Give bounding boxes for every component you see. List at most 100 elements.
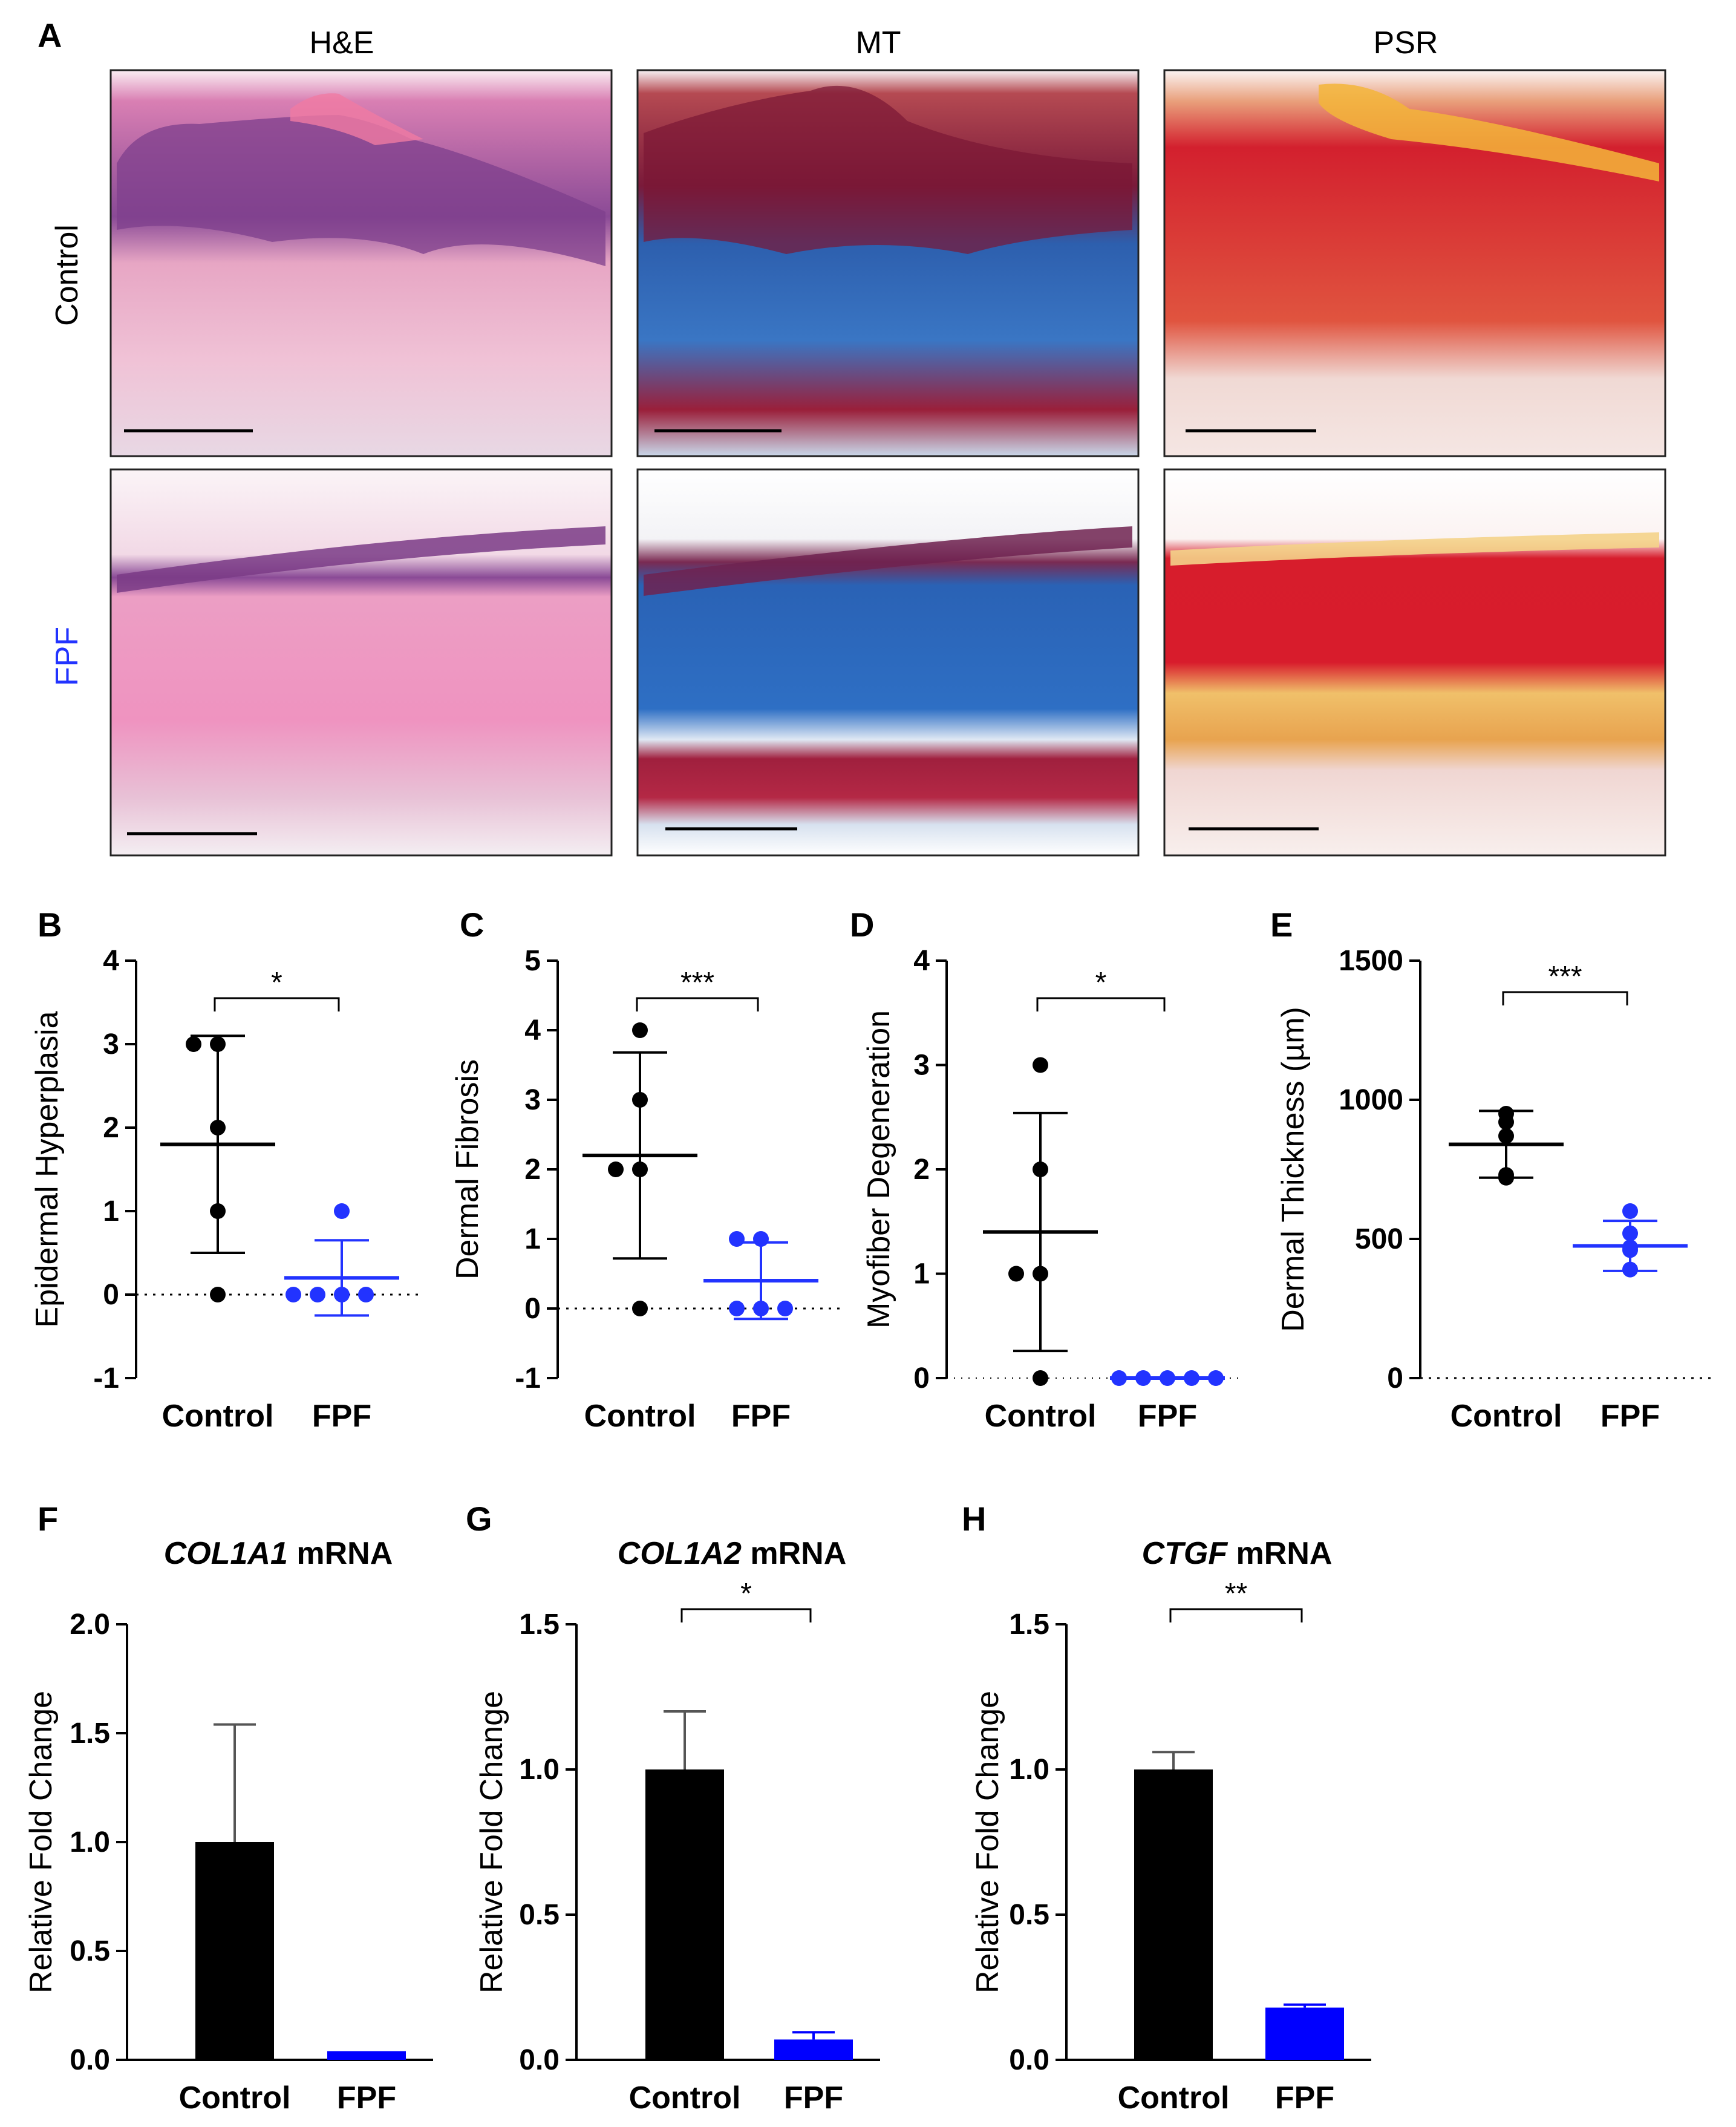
data-point <box>608 1162 624 1177</box>
x-category-label: Control <box>162 1399 274 1434</box>
significance-label: *** <box>1548 961 1582 993</box>
bar <box>645 1769 724 2060</box>
significance-bracket <box>680 1608 812 1622</box>
y-axis-label: Relative Fold Change <box>970 1691 1005 1993</box>
x-category-label: Control <box>1118 2080 1230 2116</box>
y-axis-label: Dermal Fibrosis <box>450 1059 485 1279</box>
micrograph-control-mt <box>636 69 1140 457</box>
y-tick-label: 1 <box>103 1195 119 1227</box>
column-title-he: H&E <box>310 25 374 60</box>
micrograph-control-he <box>109 69 613 457</box>
y-tick-label: 2 <box>524 1154 541 1186</box>
data-point <box>1184 1370 1199 1386</box>
y-tick-label: 0 <box>524 1293 541 1325</box>
y-tick-label: 4 <box>103 945 119 977</box>
chart-panel-c: C -1 0 1 2 3 4 5 Dermal Fibrosis Control FPF *** <box>450 906 843 1434</box>
data-point <box>286 1287 301 1302</box>
y-axis-label: Myofiber Degeneration <box>861 1010 896 1328</box>
y-tick-label: 0.5 <box>1009 1899 1049 1931</box>
column-title-psr: PSR <box>1374 25 1438 60</box>
significance-bracket <box>214 997 340 1011</box>
y-tick-label: 2 <box>103 1112 119 1144</box>
y-tick-label: 2.0 <box>70 1609 110 1641</box>
significance-label: * <box>740 1578 752 1610</box>
data-point <box>753 1231 769 1247</box>
y-tick-label: 0.5 <box>519 1899 560 1931</box>
data-point <box>310 1287 325 1302</box>
data-point <box>210 1036 226 1052</box>
y-tick-label: 1.0 <box>519 1754 560 1786</box>
y-tick-label: 0 <box>103 1279 119 1311</box>
significance-bracket <box>1169 1608 1303 1622</box>
y-tick-label: -1 <box>93 1362 119 1394</box>
x-category-label: Control <box>1450 1399 1562 1434</box>
x-category-label: Control <box>985 1399 1097 1434</box>
significance-bracket <box>1036 997 1166 1011</box>
y-tick-label: 0.0 <box>519 2044 560 2076</box>
y-tick-label: 2 <box>913 1154 930 1186</box>
significance-label: * <box>1095 967 1107 999</box>
micrograph-fpf-he <box>109 468 613 857</box>
data-point <box>334 1203 350 1219</box>
data-point <box>1498 1169 1514 1186</box>
data-point <box>753 1301 769 1316</box>
chart-title-suffix: mRNA <box>288 1536 393 1571</box>
x-category-label: Control <box>584 1399 696 1434</box>
chart-panel-d: D 0 1 2 3 4 Myofiber Degeneration Control FPF * <box>850 906 1240 1434</box>
data-point <box>1033 1162 1048 1177</box>
y-tick-label: 5 <box>524 945 541 977</box>
data-point <box>729 1301 745 1316</box>
y-tick-label: 0.5 <box>70 1935 110 1967</box>
y-tick-label: 1.0 <box>70 1826 110 1858</box>
x-category-label: FPF <box>784 2080 843 2116</box>
y-tick-label: 1500 <box>1339 945 1403 977</box>
x-category-label: FPF <box>337 2080 396 2116</box>
y-axis-label: Epidermal Hyperplasia <box>30 1011 65 1327</box>
data-point <box>1033 1266 1048 1282</box>
y-tick-label: 1.5 <box>1009 1609 1049 1641</box>
chart-panel-b: B -1 0 1 2 3 4 Epidermal Hyperplasia Control FPF * <box>30 906 423 1434</box>
data-point <box>729 1231 745 1247</box>
panel-label: C <box>460 906 484 944</box>
panel-label: B <box>38 906 62 944</box>
data-point <box>210 1287 226 1302</box>
micrograph-control-psr <box>1163 69 1666 457</box>
data-point <box>1135 1370 1151 1386</box>
y-tick-label: 3 <box>913 1050 930 1082</box>
x-category-label: FPF <box>1275 2080 1334 2116</box>
y-axis-label: Relative Fold Change <box>24 1691 59 1993</box>
data-point <box>1111 1370 1127 1386</box>
micrograph-fpf-mt <box>636 468 1140 857</box>
panel-label: E <box>1270 906 1293 944</box>
chart-title: COL1A1 mRNA <box>164 1536 393 1571</box>
data-point <box>358 1287 374 1302</box>
charts-group: B -1 0 1 2 3 4 Epidermal Hyperplasia Control FPF *… <box>24 906 1712 2116</box>
y-tick-label: 1.5 <box>519 1609 560 1641</box>
y-tick-label: 0 <box>913 1362 930 1394</box>
chart-title-gene: COL1A1 <box>164 1536 288 1571</box>
bar <box>774 2039 853 2060</box>
y-tick-label: 3 <box>524 1084 541 1116</box>
chart-title: COL1A2 mRNA <box>618 1536 847 1571</box>
data-point <box>1008 1266 1024 1282</box>
panel-a-label: A <box>38 16 62 54</box>
data-point <box>334 1287 350 1302</box>
bar <box>1265 2007 1344 2060</box>
bar <box>327 2051 406 2060</box>
x-category-label: FPF <box>731 1399 791 1434</box>
panel-label: F <box>38 1500 58 1538</box>
x-category-label: Control <box>629 2080 741 2116</box>
y-tick-label: 4 <box>524 1014 541 1047</box>
chart-title-suffix: mRNA <box>742 1536 846 1571</box>
panel-label: D <box>850 906 874 944</box>
y-tick-label: 0.0 <box>70 2044 110 2076</box>
data-point <box>632 1022 648 1038</box>
x-category-label: FPF <box>1138 1399 1197 1434</box>
significance-bracket <box>1502 991 1628 1005</box>
x-category-label: FPF <box>312 1399 371 1434</box>
data-point <box>1208 1370 1224 1386</box>
chart-title: CTGF mRNA <box>1142 1536 1333 1571</box>
row-label-fpf: FPF <box>50 627 85 686</box>
data-point <box>632 1162 648 1177</box>
